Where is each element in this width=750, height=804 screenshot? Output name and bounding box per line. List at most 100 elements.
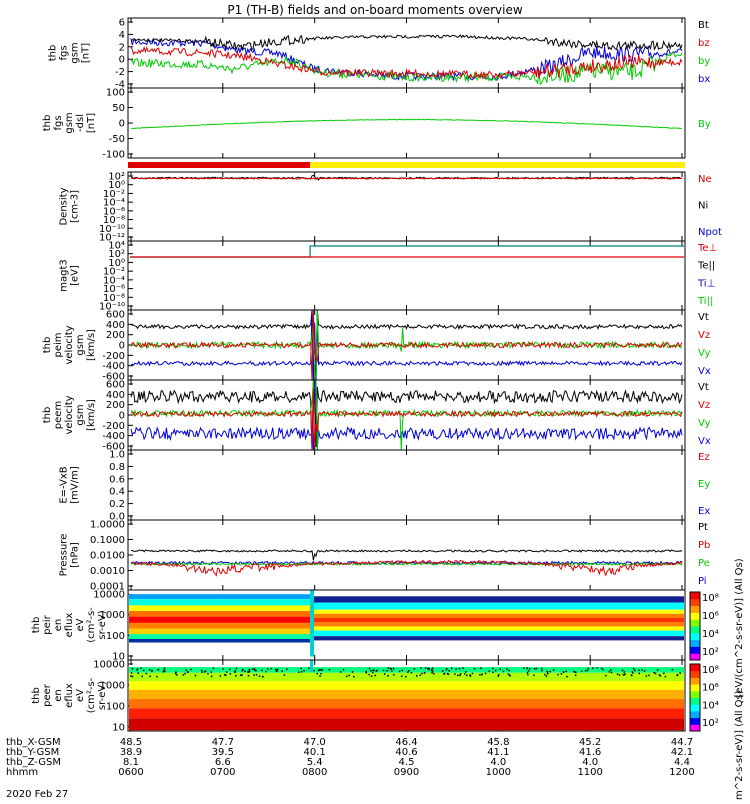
spec-speckle: [201, 669, 203, 672]
ylabel-fgs_dsl-3: -dsl: [75, 114, 86, 132]
ylabel-fgs-0: thb: [48, 45, 59, 62]
ytick-label-peem: -600: [102, 442, 125, 453]
frame-density: [127, 171, 686, 242]
spec-speckle: [247, 671, 249, 673]
ytick-label-peir: 1000: [100, 610, 125, 621]
ylabel-peer-6: sr-eV): [97, 681, 108, 710]
spec-speckle: [441, 670, 444, 672]
spec-speckle: [653, 671, 655, 674]
spec-speckle: [533, 674, 535, 676]
plot-temp: [130, 245, 684, 258]
ytick-label-peer: 10: [112, 723, 125, 734]
colorbar-upper-swatch: [690, 598, 700, 607]
spec-speckle: [308, 667, 310, 669]
legend-efield-Ey: Ey: [698, 479, 710, 490]
ytick-label-fgs_dsl: 100: [106, 88, 125, 99]
spec-speckle: [176, 674, 178, 676]
xaxis-value-1-1: 39.5: [212, 747, 234, 758]
spec-speckle: [212, 667, 215, 669]
spec-speckle: [448, 670, 450, 672]
spec-speckle: [136, 668, 139, 670]
xaxis-row-label-2: thb_Z-GSM: [6, 757, 61, 768]
spec-speckle: [285, 668, 288, 670]
ytick-label-temp: 10⁰: [108, 258, 125, 269]
ytick-label-peir: 10000: [93, 590, 125, 601]
ylabel-peer-1: peer: [42, 683, 53, 707]
spec-band-left: [129, 594, 311, 600]
spec-speckle: [149, 675, 151, 678]
spec-speckle: [276, 668, 279, 671]
ytick-label-peim: -200: [102, 351, 125, 362]
spec-speckle: [471, 672, 474, 675]
spec-speckle: [574, 674, 577, 677]
ylabel-peim-3: gsm: [75, 334, 86, 355]
spec-speckle: [185, 669, 187, 671]
ylabel-peir-4: eV: [75, 618, 86, 631]
spec-speckle: [157, 669, 159, 671]
series-Vx-peem: [130, 379, 683, 451]
ytick-label-fgs: 6: [119, 18, 125, 29]
plot-peem: [130, 379, 683, 451]
colorbar-upper-swatch: [690, 605, 700, 613]
spec-speckle: [462, 667, 464, 669]
spec-speckle: [671, 668, 674, 671]
spec-speckle: [137, 672, 139, 674]
xaxis-value-0-3: 46.4: [395, 737, 417, 748]
spec-speckle: [648, 674, 650, 677]
spec-speckle: [148, 669, 151, 671]
spec-speckle: [557, 673, 559, 676]
xaxis-value-3-1: 0700: [210, 767, 235, 778]
spec-speckle: [509, 675, 511, 677]
spec-speckle: [175, 671, 177, 673]
spec-speckle: [200, 671, 203, 673]
spec-speckle: [242, 669, 244, 671]
ylabel-peer-5: (cm²-s-: [86, 677, 97, 713]
ylabel-peim-1: peim: [53, 332, 64, 357]
spec-speckle: [368, 667, 371, 670]
panel-peim: thb peim velocity gsm [km/s] 6004002000-200-4…: [42, 309, 711, 383]
spec-speckle: [658, 674, 661, 676]
spec-speckle: [222, 668, 224, 670]
spec-speckle: [342, 668, 345, 671]
spec-speckle: [484, 672, 487, 675]
spec-speckle: [565, 670, 568, 673]
plot-pressure: [130, 549, 683, 577]
spec-speckle: [523, 667, 525, 669]
colorbar-upper-swatch: [690, 612, 700, 620]
legend-peem-Vt: Vt: [698, 382, 709, 393]
spec-speckle: [382, 669, 385, 672]
ylabel-peer-0: thb: [31, 687, 42, 704]
ylabel-peim-4: [km/s]: [86, 329, 97, 361]
panel-fgs: thb fgs gsm [nT] 642 0-2 -4 Bt bz by bx: [48, 17, 710, 91]
panel-pressure: Pressure [nPa] 1.0000 0.1000 0.0100 0.0010 0.0…: [59, 519, 710, 593]
spec-speckle: [317, 669, 320, 672]
spec-speckle: [459, 674, 461, 677]
spec-speckle: [623, 671, 625, 673]
spec-speckle: [313, 669, 315, 672]
xaxis-value-2-5: 4.0: [582, 757, 598, 768]
xaxis-value-3-3: 0900: [394, 767, 419, 778]
spec-speckle: [151, 669, 153, 672]
legend-pressure-Pb: Pb: [698, 540, 710, 551]
spec-speckle: [374, 674, 377, 677]
series-Pb: [130, 559, 683, 577]
colorbar-upper-tick: 10⁸: [702, 593, 719, 604]
xaxis-value-3-2: 0800: [302, 767, 327, 778]
ytick-label-pressure: 0.0001: [90, 582, 125, 593]
spec-speckle: [616, 673, 619, 675]
xaxis-value-3-5: 1100: [577, 767, 602, 778]
legend-density-Ne: Ne: [698, 174, 712, 185]
spec-speckle: [351, 671, 354, 673]
spec-band: [129, 681, 684, 690]
colorbar-label-lower: [eV/(cm^2-s-sr-eV)] (All Qs): [734, 690, 745, 800]
spec-speckle: [241, 674, 243, 676]
xaxis-value-1-6: 42.1: [671, 747, 693, 758]
spec-speckle: [405, 675, 407, 678]
spec-speckle: [370, 670, 372, 672]
spec-speckle: [663, 672, 665, 675]
spec-speckle: [535, 667, 538, 670]
legend-temp-Ti⊥: Ti⊥: [697, 278, 715, 289]
xaxis-row-label-0: thb_X-GSM: [6, 737, 61, 748]
ylabel-density-0: Density: [59, 187, 70, 225]
ylabel-fgs-1: fgs: [59, 45, 70, 60]
